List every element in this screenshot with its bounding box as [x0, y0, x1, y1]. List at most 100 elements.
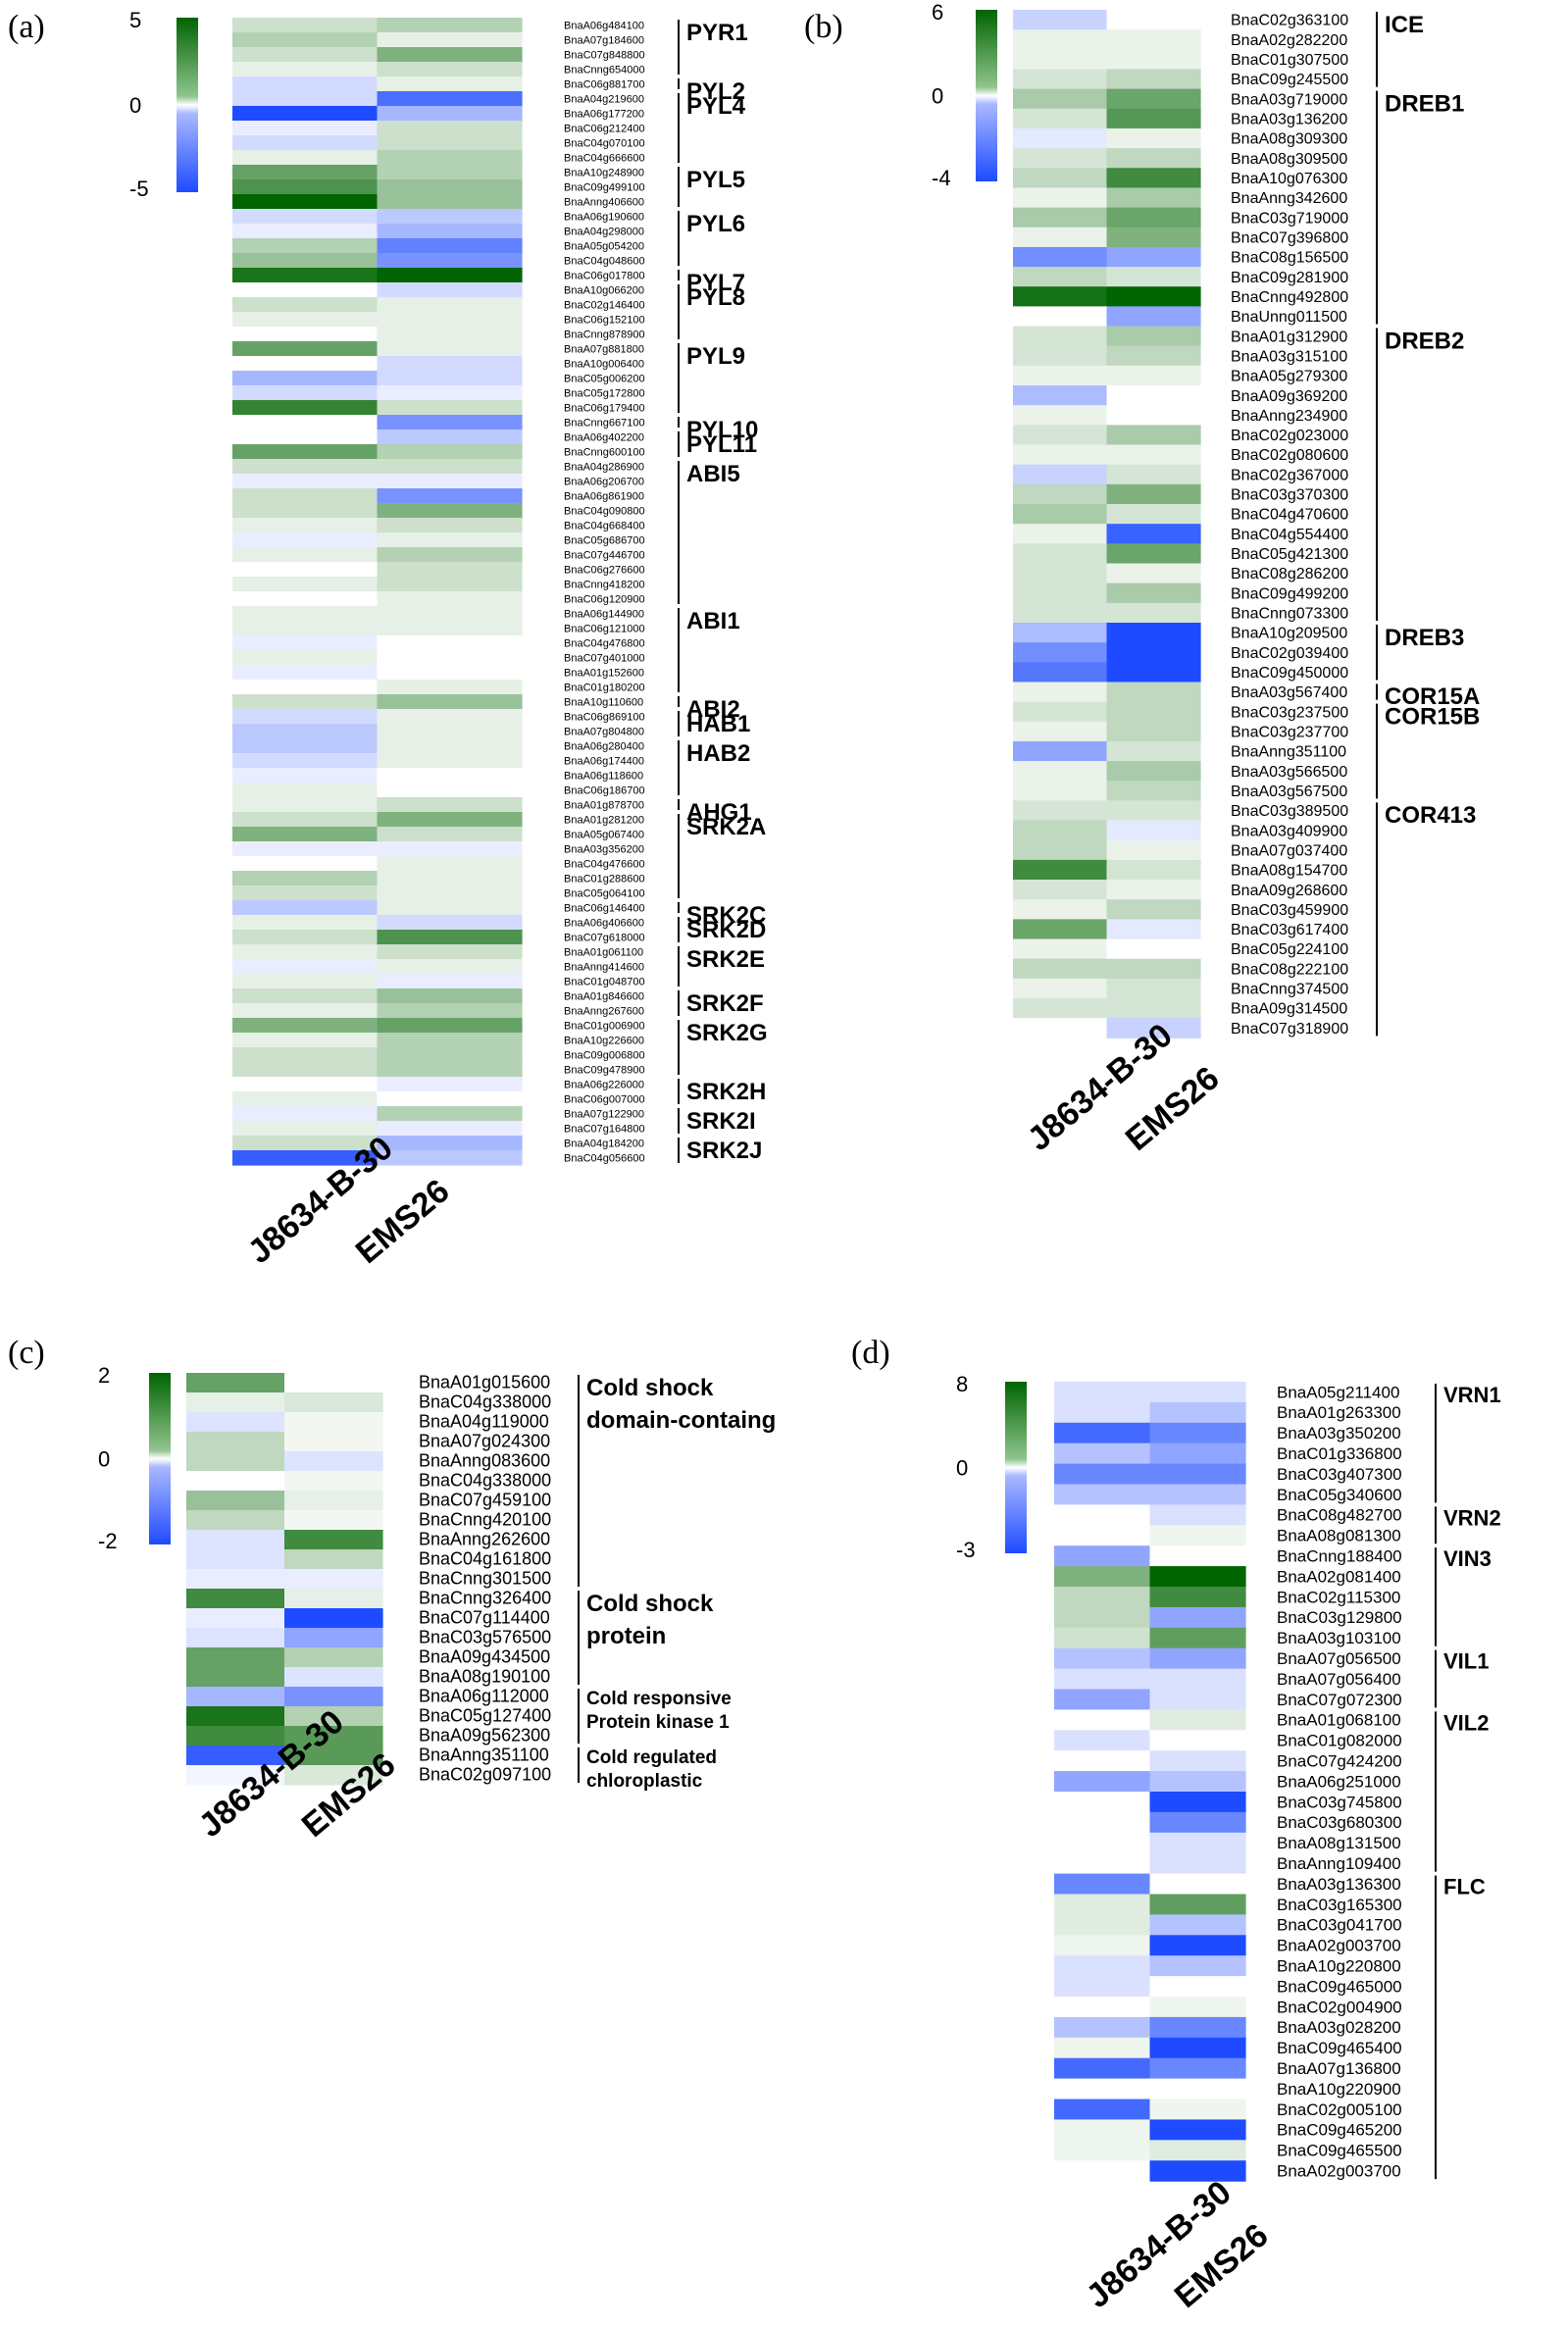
gene-label: BnaC02g146400 — [564, 300, 645, 312]
gene-label: BnaA01g846600 — [564, 991, 644, 1003]
heatmap-cell — [1106, 168, 1201, 189]
heatmap-cell — [1149, 1771, 1246, 1793]
heatmap-cell — [1013, 820, 1108, 841]
heatmap-cell — [1106, 721, 1201, 742]
heatmap-cell — [284, 1687, 383, 1707]
heatmap-cell — [1054, 1976, 1151, 1998]
color-scale-bar — [149, 1373, 171, 1544]
heatmap-cell — [1106, 187, 1201, 209]
heatmap-cell — [232, 47, 379, 63]
gene-label: BnaA06g177200 — [564, 109, 644, 121]
heatmap-cell — [186, 1530, 285, 1550]
gene-label: BnaC06g186700 — [564, 785, 645, 797]
group-label: Cold shock — [586, 1375, 714, 1401]
heatmap-cell — [377, 635, 523, 651]
heatmap-cell — [1054, 1709, 1151, 1731]
gene-label: BnaA08g309300 — [1231, 131, 1347, 148]
heatmap-cell — [232, 577, 379, 592]
heatmap-cell — [1054, 1852, 1151, 1875]
heatmap-cell — [1013, 385, 1108, 406]
heatmap-cell — [232, 621, 379, 636]
heatmap-cell — [1106, 246, 1201, 268]
heatmap-cell — [284, 1373, 383, 1393]
gene-label: BnaA01g312900 — [1231, 329, 1347, 345]
heatmap-cell — [232, 709, 379, 725]
heatmap-cell — [1013, 168, 1108, 189]
heatmap-cell — [1106, 880, 1201, 900]
gene-label: BnaC04g476600 — [564, 859, 645, 871]
gene-label: BnaCnng667100 — [564, 418, 645, 430]
gene-label: BnaA01g068100 — [1277, 1711, 1401, 1730]
heatmap-cell — [377, 18, 523, 33]
heatmap-cell — [377, 930, 523, 945]
heatmap-cell — [186, 1471, 285, 1492]
gene-label: BnaA06g402200 — [564, 432, 644, 444]
gene-label: BnaC02g363100 — [1231, 13, 1348, 29]
heatmap-cell — [1013, 69, 1108, 90]
panel-a-heatmap: 5 0 -5 BnaA06g484100 BnaA07g184600 BnaC07g848… — [129, 8, 768, 1271]
gene-label: BnaC05g340600 — [1277, 1486, 1402, 1504]
heatmap-cell — [1054, 1894, 1151, 1915]
panel-b-heatmap: 6 0 -4 BnaC02g363100 BnaA02g282200 BnaC01g307… — [932, 0, 1480, 1158]
heatmap-cell — [1013, 761, 1108, 782]
gene-label: BnaC03g576500 — [419, 1628, 551, 1647]
gene-label: BnaC03g407300 — [1277, 1465, 1402, 1484]
heatmap-cell — [232, 1003, 379, 1019]
gene-label: BnaC06g017800 — [564, 271, 645, 282]
group-label: PYL9 — [686, 343, 745, 370]
heatmap-cell — [186, 1432, 285, 1452]
heatmap-cell — [377, 503, 523, 519]
heatmap-cell — [377, 1091, 523, 1107]
heatmap-cell — [1054, 2078, 1151, 2100]
heatmap-cell — [1054, 1914, 1151, 1936]
heatmap-cell — [1054, 1422, 1151, 1444]
heatmap-cell — [1054, 1484, 1151, 1505]
heatmap-cell — [232, 444, 379, 460]
heatmap-cell — [232, 1047, 379, 1063]
heatmap-cell — [1013, 267, 1108, 287]
gene-label: BnaA04g286900 — [564, 462, 644, 474]
gene-label: BnaA01g152600 — [564, 668, 644, 680]
gene-label: BnaUnng011500 — [1231, 309, 1347, 326]
heatmap-cell — [232, 459, 379, 475]
heatmap-cell — [232, 856, 379, 872]
heatmap-cell — [1013, 108, 1108, 129]
gene-label: BnaC09g465500 — [1277, 2142, 1402, 2160]
gene-label: BnaA06g861900 — [564, 491, 644, 503]
group-label: SRK2A — [686, 814, 766, 840]
heatmap-cell — [377, 812, 523, 828]
gene-label: BnaC09g465000 — [1277, 1977, 1402, 1996]
heatmap-cell — [232, 32, 379, 48]
group-label: COR413 — [1385, 802, 1476, 829]
gene-label: BnaC09g499100 — [564, 182, 645, 194]
gene-label: BnaC04g554400 — [1231, 527, 1348, 543]
heatmap-cell — [1013, 464, 1108, 485]
group-label: HAB1 — [686, 711, 750, 737]
heatmap-cell — [377, 562, 523, 578]
heatmap-cell — [377, 312, 523, 328]
heatmap-cell — [232, 268, 379, 283]
heatmap-cell — [1106, 839, 1201, 861]
heatmap-cell — [377, 753, 523, 769]
heatmap-cell — [1106, 1018, 1201, 1038]
heatmap-cell — [1013, 286, 1108, 307]
heatmap-cell — [232, 724, 379, 739]
heatmap-cell — [186, 1687, 285, 1707]
group-label: PYL6 — [686, 211, 745, 237]
heatmap-cell — [232, 827, 379, 842]
gene-label: BnaAnng262600 — [419, 1530, 550, 1549]
heatmap-cell — [232, 62, 379, 77]
heatmap-cell — [377, 356, 523, 372]
heatmap-cell — [1149, 1401, 1246, 1424]
group-label: SRK2G — [686, 1020, 768, 1046]
heatmap-cell — [377, 709, 523, 725]
heatmap-cell — [1054, 1587, 1151, 1608]
panel-a-letter: (a) — [8, 9, 45, 45]
heatmap-cell — [1149, 1750, 1246, 1772]
gene-label: BnaA06g484100 — [564, 21, 644, 32]
heatmap-cell — [232, 1062, 379, 1078]
gene-label: BnaA10g248900 — [564, 168, 644, 179]
gene-label: BnaC06g146400 — [564, 903, 645, 915]
heatmap-cell — [1013, 345, 1108, 367]
heatmap-cell — [1054, 1504, 1151, 1526]
